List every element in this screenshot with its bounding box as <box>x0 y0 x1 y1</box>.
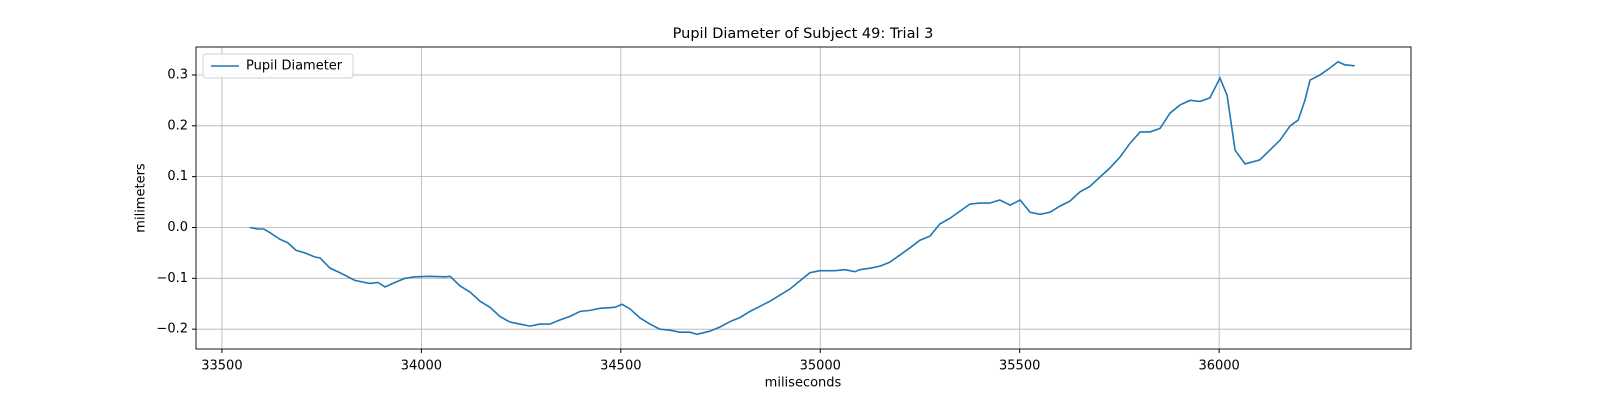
y-tick-label: −0.1 <box>156 271 188 286</box>
y-tick-label: 0.1 <box>167 169 188 184</box>
y-tick-label: 0.2 <box>167 118 188 133</box>
x-tick-label: 35000 <box>800 359 841 374</box>
x-tick-label: 35500 <box>999 359 1040 374</box>
legend-label: Pupil Diameter <box>246 59 343 74</box>
plot-frame <box>195 46 1412 350</box>
x-tick-label: 34000 <box>401 359 442 374</box>
x-tick-label: 36000 <box>1198 359 1239 374</box>
y-tick-label: −0.2 <box>156 322 188 337</box>
data-line <box>249 60 1355 336</box>
x-tick-label: 33500 <box>201 359 242 374</box>
y-tick-label: 0.0 <box>167 220 188 235</box>
legend-box <box>202 53 354 79</box>
chart-title: Pupil Diameter of Subject 49: Trial 3 <box>673 26 934 42</box>
x-axis-label: miliseconds <box>765 376 842 391</box>
y-tick-label: 0.3 <box>167 67 188 82</box>
x-tick-label: 34500 <box>600 359 641 374</box>
y-axis-label: milimeters <box>134 163 149 233</box>
